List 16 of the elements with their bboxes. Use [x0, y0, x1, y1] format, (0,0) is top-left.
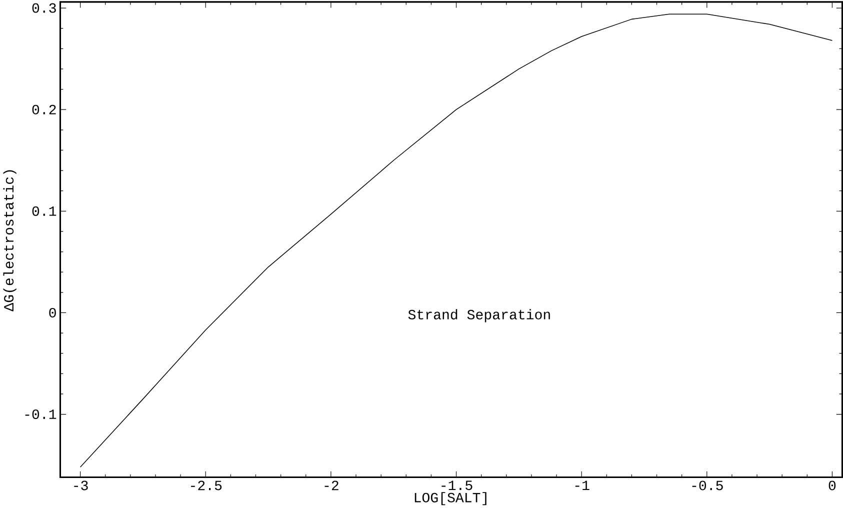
- x-tick-label: -1.5: [442, 480, 472, 490]
- y-tick-label: 0.1: [32, 206, 56, 216]
- y-axis-title: ΔG(electrostatic): [3, 170, 16, 312]
- x-tick-label: -3: [74, 480, 88, 490]
- line-series: [80, 14, 833, 468]
- y-tick-label: 0: [49, 308, 56, 318]
- x-tick-label: -0.5: [692, 480, 723, 490]
- x-tick-label: -2.5: [191, 480, 222, 490]
- x-tick-label: -2: [324, 480, 338, 490]
- y-tick-label: 0.2: [32, 104, 56, 114]
- x-tick-label: 0: [828, 480, 836, 490]
- y-tick-label: -0.1: [25, 409, 56, 419]
- y-tick-label: 0.3: [32, 3, 56, 13]
- annotation: Strand Separation: [408, 308, 550, 322]
- x-tick-label: -1: [575, 480, 590, 490]
- x-axis-title: LOG[SALT]: [414, 492, 486, 505]
